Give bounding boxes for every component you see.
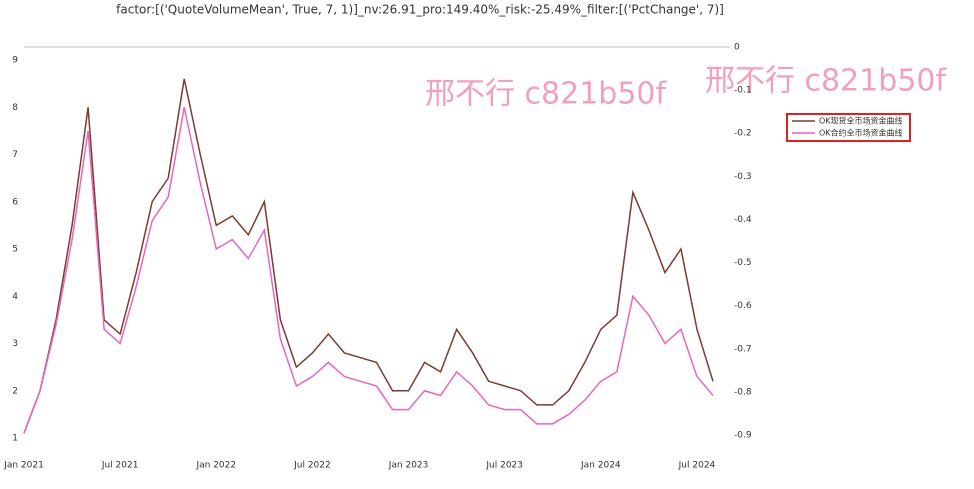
y2-tick-label: -0.1	[734, 86, 752, 96]
legend-label: OK合约全币场资金曲线	[819, 128, 903, 138]
y2-tick-label: -0.6	[734, 301, 752, 311]
x-tick-label: Jan 2023	[388, 461, 429, 471]
y-tick-label: 6	[12, 197, 18, 207]
y-tick-label: 4	[12, 292, 18, 302]
y2-tick-label: -0.9	[734, 431, 752, 441]
y2-tick-label: 0	[734, 43, 740, 53]
y2-tick-label: -0.4	[734, 215, 752, 225]
watermark: 邢不行 c821b50f	[705, 64, 948, 99]
x-tick-label: Jul 2023	[485, 461, 523, 471]
y-tick-label: 5	[12, 245, 18, 255]
x-tick-label: Jan 2024	[580, 461, 621, 471]
y-tick-label: 3	[12, 339, 18, 349]
y-tick-label: 9	[12, 56, 18, 66]
x-tick-label: Jan 2021	[3, 461, 44, 471]
y-tick-label: 2	[12, 386, 18, 396]
series-line	[23, 107, 714, 434]
legend-highlight	[786, 113, 911, 142]
x-tick-label: Jul 2021	[101, 461, 139, 471]
y-tick-label: 1	[12, 434, 18, 444]
series-line	[23, 78, 714, 434]
y2-tick-label: -0.7	[734, 344, 752, 354]
x-tick-label: Jul 2022	[293, 461, 331, 471]
x-tick-label: Jan 2022	[195, 461, 236, 471]
chart-title: factor:[('QuoteVolumeMean', True, 7, 1)]…	[116, 3, 724, 17]
y-tick-label: 7	[12, 150, 18, 160]
y2-tick-label: -0.3	[734, 172, 752, 182]
y2-tick-label: -0.2	[734, 129, 752, 139]
legend-label: OK现货全币场资金曲线	[819, 116, 903, 126]
watermark: 邢不行 c821b50f	[425, 77, 668, 112]
x-tick-label: Jul 2024	[678, 461, 716, 471]
y-tick-label: 8	[12, 103, 18, 113]
y2-tick-label: -0.5	[734, 258, 752, 268]
y2-tick-label: -0.8	[734, 387, 752, 397]
